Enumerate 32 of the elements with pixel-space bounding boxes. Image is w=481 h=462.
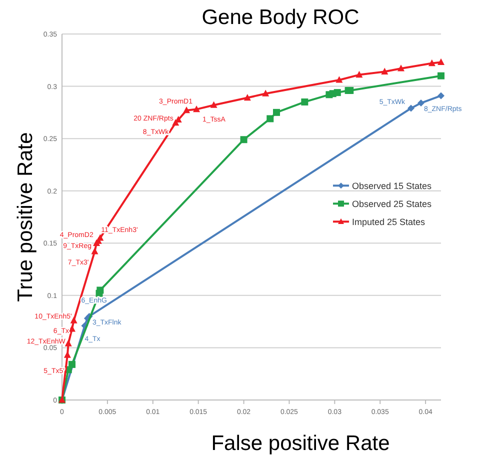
point (336, 76, 343, 83)
point (438, 72, 444, 80)
legend-label: Observed 15 States (352, 180, 432, 191)
point (398, 64, 405, 72)
legend-label: Imputed 25 States (352, 216, 426, 227)
point (438, 58, 444, 66)
point (408, 104, 415, 112)
x-axis-title: False positive Rate (211, 432, 390, 455)
y-axis-title: True positive Rate (14, 132, 37, 302)
point (68, 360, 76, 368)
point (244, 94, 251, 101)
point (438, 92, 444, 100)
point (266, 115, 274, 122)
chart-title: Gene Body ROC (202, 6, 360, 29)
point (64, 351, 71, 358)
point (334, 89, 341, 96)
point (356, 70, 363, 78)
point (96, 234, 104, 241)
legend-label: Observed 25 States (352, 198, 432, 209)
point (428, 59, 436, 66)
point (193, 105, 200, 112)
point (381, 68, 388, 74)
point (262, 90, 270, 96)
point (210, 101, 218, 108)
point (240, 136, 248, 144)
point (91, 248, 98, 254)
point (183, 106, 190, 114)
point (70, 316, 78, 324)
point (272, 108, 280, 116)
point (301, 98, 308, 106)
point (418, 100, 425, 107)
point (96, 286, 104, 294)
